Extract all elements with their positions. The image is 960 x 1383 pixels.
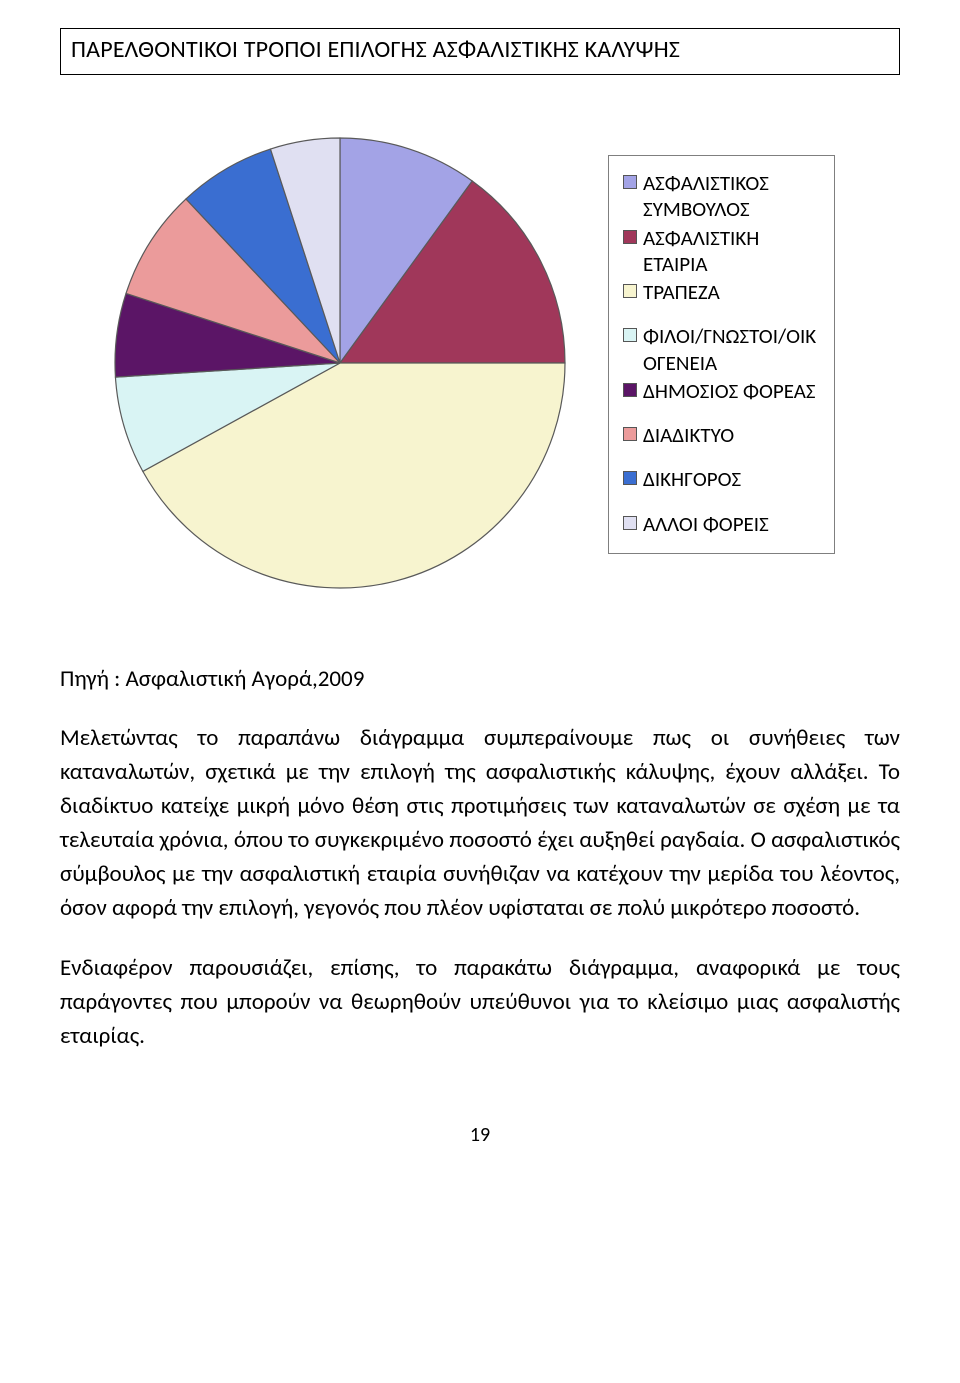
legend-swatch <box>623 471 637 485</box>
legend-label: ΑΣΦΑΛΙΣΤΙΚΗ ΕΤΑΙΡΙΑ <box>643 225 759 278</box>
pie-chart <box>100 123 580 603</box>
legend-swatch <box>623 284 637 298</box>
paragraph-2: Ενδιαφέρον παρουσιάζει, επίσης, το παρακ… <box>60 951 900 1053</box>
legend-item: ΔΗΜΟΣΙΟΣ ΦΟΡΕΑΣ <box>623 378 816 404</box>
legend-item: ΔΙΑΔΙΚΤΥΟ <box>623 422 816 448</box>
legend-label: ΔΗΜΟΣΙΟΣ ΦΟΡΕΑΣ <box>643 378 816 404</box>
legend-swatch <box>623 516 637 530</box>
page-number: 19 <box>60 1123 900 1147</box>
legend-swatch <box>623 230 637 244</box>
legend-swatch <box>623 328 637 342</box>
legend-item: ΦΙΛΟΙ/ΓΝΩΣΤΟΙ/ΟΙΚ ΟΓΕΝΕΙΑ <box>623 323 816 376</box>
title-box: ΠΑΡΕΛΘΟΝΤΙΚΟΙ ΤΡΟΠΟΙ ΕΠΙΛΟΓΗΣ ΑΣΦΑΛΙΣΤΙΚ… <box>60 28 900 75</box>
legend-item: ΑΣΦΑΛΙΣΤΙΚΟΣ ΣΥΜΒΟΥΛΟΣ <box>623 170 816 223</box>
legend-label: ΦΙΛΟΙ/ΓΝΩΣΤΟΙ/ΟΙΚ ΟΓΕΝΕΙΑ <box>643 323 816 376</box>
source-line: Πηγή : Ασφαλιστική Αγορά,2009 <box>60 665 900 693</box>
legend-swatch <box>623 383 637 397</box>
legend: ΑΣΦΑΛΙΣΤΙΚΟΣ ΣΥΜΒΟΥΛΟΣΑΣΦΑΛΙΣΤΙΚΗ ΕΤΑΙΡΙ… <box>608 155 835 554</box>
legend-label: ΔΙΑΔΙΚΤΥΟ <box>643 422 734 448</box>
legend-item: ΤΡΑΠΕΖΑ <box>623 279 816 305</box>
legend-label: ΤΡΑΠΕΖΑ <box>643 279 720 305</box>
chart-row: ΑΣΦΑΛΙΣΤΙΚΟΣ ΣΥΜΒΟΥΛΟΣΑΣΦΑΛΙΣΤΙΚΗ ΕΤΑΙΡΙ… <box>60 123 900 603</box>
legend-label: ΑΛΛΟΙ ΦΟΡΕΙΣ <box>643 511 769 537</box>
legend-swatch <box>623 427 637 441</box>
legend-item: ΑΣΦΑΛΙΣΤΙΚΗ ΕΤΑΙΡΙΑ <box>623 225 816 278</box>
paragraph-1: Μελετώντας το παραπάνω διάγραμμα συμπερα… <box>60 721 900 925</box>
legend-label: ΑΣΦΑΛΙΣΤΙΚΟΣ ΣΥΜΒΟΥΛΟΣ <box>643 170 769 223</box>
legend-label: ΔΙΚΗΓΟΡΟΣ <box>643 466 741 492</box>
legend-item: ΔΙΚΗΓΟΡΟΣ <box>623 466 816 492</box>
legend-swatch <box>623 175 637 189</box>
page-title: ΠΑΡΕΛΘΟΝΤΙΚΟΙ ΤΡΟΠΟΙ ΕΠΙΛΟΓΗΣ ΑΣΦΑΛΙΣΤΙΚ… <box>71 35 680 64</box>
legend-item: ΑΛΛΟΙ ΦΟΡΕΙΣ <box>623 511 816 537</box>
